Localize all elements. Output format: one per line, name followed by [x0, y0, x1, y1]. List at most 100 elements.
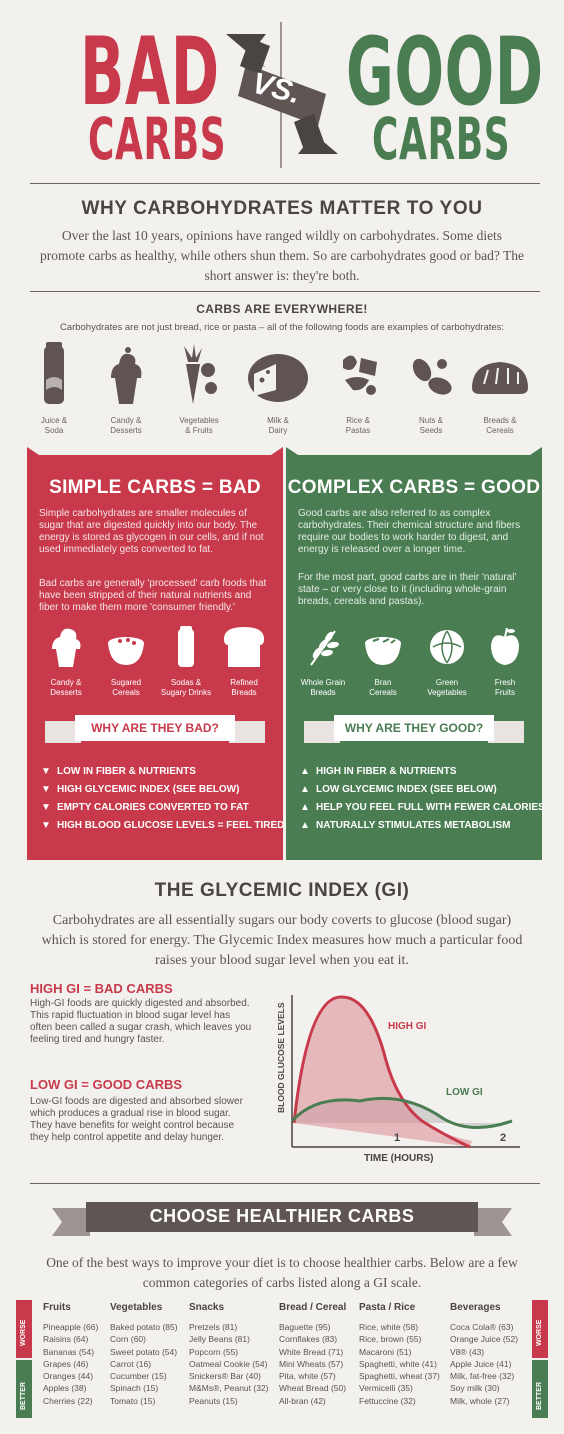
high-gi-title: HIGH GI = BAD CARBS	[30, 981, 173, 996]
list-item: Milk, whole (27)	[450, 1395, 510, 1406]
list-item: Cornflakes (83)	[279, 1334, 338, 1345]
food-rice-pastas: Rice & Pastas	[326, 340, 390, 436]
bad-title: BAD	[80, 18, 220, 127]
list-item: Milk, fat-free (32)	[450, 1371, 515, 1382]
list-item: Pineapple (66)	[43, 1322, 99, 1332]
list-item: ▼ HIGH BLOOD GLUCOSE LEVELS = FEEL TIRED	[41, 817, 284, 835]
good-title: GOOD	[346, 18, 544, 127]
list-item: Jelly Beans (81)	[189, 1334, 250, 1345]
list-item: Rice, brown (55)	[359, 1334, 422, 1345]
thumbs-down-icon: ▼	[41, 802, 51, 813]
list-item: Popcorn (55)	[189, 1346, 239, 1357]
list-item: Wheat Bread (50)	[279, 1383, 347, 1394]
list-item: Baked potato (85)	[110, 1322, 178, 1332]
list-item: ▲ NATURALLY STIMULATES METABOLISM	[300, 817, 540, 835]
bad-reasons-list: ▼ LOW IN FIBER & NUTRIENTS ▼ HIGH GLYCEMIC…	[41, 763, 284, 835]
high-gi-body: High-GI foods are quickly digested and a…	[30, 998, 252, 1045]
low-gi-label: LOW GI	[446, 1087, 483, 1098]
cupcake-icon	[52, 628, 81, 667]
list-item: Cherries (22)	[43, 1395, 93, 1406]
complex-p1: Good carbs are also referred to as compl…	[298, 508, 521, 555]
fresh-fruits-item: Fresh Fruits	[474, 625, 536, 698]
food-nuts-seeds: Nuts & Seeds	[399, 340, 463, 436]
simple-p1: Simple carbohydrates are smaller molecul…	[39, 508, 264, 555]
banner-tail	[304, 721, 340, 743]
food-label: Nuts & Seeds	[418, 416, 443, 435]
list-item: Bananas (54)	[43, 1346, 95, 1357]
vs-ribbon-icon	[226, 34, 338, 154]
sodas-sugary-drinks-item: Sodas & Sugary Drinks	[155, 625, 217, 698]
complex-p2: For the most part, good carbs are in the…	[298, 572, 517, 607]
gi-chart: HIGH GI LOW GI 1 2 TIME (HOURS) BLOOD GL…	[276, 995, 520, 1164]
why-bad-banner: WHY ARE THEY BAD?	[45, 715, 265, 743]
list-item: ▲ HELP YOU FEEL FULL WITH FEWER CALORIES	[300, 799, 545, 817]
high-gi-area	[294, 996, 472, 1147]
list-item: Spaghetti, wheat (37)	[359, 1371, 440, 1382]
list-item: Oatmeal Cookie (54)	[189, 1358, 268, 1369]
panel-notch	[286, 447, 542, 457]
food-vegetables-fruits: Vegetables & Fruits	[167, 340, 231, 436]
list-item: ▼ EMPTY CALORIES CONVERTED TO FAT	[41, 799, 281, 817]
column-bread-cereal: Bread / Cereal Baguette (95) Cornflakes …	[279, 1302, 369, 1407]
list-item: Orange Juice (52)	[450, 1334, 519, 1345]
cabbage-icon	[430, 630, 464, 664]
carrot-icon	[184, 344, 217, 404]
list-item: Apples (38)	[43, 1383, 87, 1394]
banner-bar	[334, 715, 494, 741]
header: BAD CARBS VS. GOOD CARBS	[0, 0, 564, 183]
why-title: WHY CARBOHYDRATES MATTER TO YOU	[81, 198, 483, 219]
list-item: Macaroni (51)	[359, 1346, 412, 1357]
list-item: M&Ms®, Peanut (32)	[189, 1383, 269, 1394]
panel-notch	[27, 447, 283, 457]
green-vegetables-item: Green Vegetables	[416, 625, 478, 698]
x-tick: 2	[500, 1132, 506, 1144]
list-item: ▲ LOW GLYCEMIC INDEX (SEE BELOW)	[300, 781, 540, 799]
low-gi-curve	[290, 1096, 513, 1130]
list-item: Snickers® Bar (40)	[189, 1371, 261, 1382]
list-item: Oranges (44)	[43, 1371, 94, 1382]
can-icon	[44, 342, 64, 404]
cereal-bowl-icon	[108, 637, 144, 665]
choose-title: CHOOSE HEALTHIER CARBS	[149, 1206, 415, 1226]
food-label: Breads & Cereals	[483, 416, 517, 435]
bread-slice-icon	[224, 627, 264, 667]
thumbs-down-icon: ▼	[41, 784, 51, 795]
food-label: Vegetables & Fruits	[179, 416, 219, 435]
low-gi-body: Low-GI foods are digested and absorbed s…	[30, 1096, 243, 1143]
column-vegetables: Vegetables Baked potato (85) Corn (60) S…	[110, 1302, 200, 1407]
divider	[30, 291, 540, 292]
list-item: White Bread (71)	[279, 1346, 344, 1357]
banner-bar	[75, 715, 235, 741]
bran-cereals-item: Bran Cereals	[352, 625, 414, 698]
list-item: All-bran (42)	[279, 1395, 326, 1406]
column-header: Bread / Cereal	[279, 1302, 347, 1313]
everywhere-body: Carbohydrates are not just bread, rice o…	[59, 322, 505, 333]
list-item: Raisins (64)	[43, 1334, 89, 1345]
x-tick: 1	[394, 1132, 400, 1144]
column-header: Pasta / Rice	[359, 1302, 416, 1313]
apple-icon	[491, 627, 519, 665]
cereal-bowl-icon	[365, 637, 401, 665]
thumbs-down-icon: ▼	[41, 820, 51, 831]
choose-banner	[52, 1202, 512, 1236]
thumbs-down-icon: ▼	[41, 766, 51, 777]
high-gi-label: HIGH GI	[388, 1021, 427, 1032]
candy-desserts-item: Candy & Desserts	[35, 625, 97, 698]
choose-body: One of the best ways to improve your die…	[46, 1255, 518, 1290]
column-header: Snacks	[189, 1302, 225, 1313]
column-header: Beverages	[450, 1302, 501, 1313]
column-snacks: Snacks Pretzels (81) Jelly Beans (81) Po…	[189, 1302, 279, 1407]
good-carbs-title: CARBS	[372, 105, 511, 173]
column-header: Fruits	[43, 1302, 71, 1313]
why-good-banner: WHY ARE THEY GOOD?	[304, 715, 524, 743]
why-body: Over the last 10 years, opinions have ra…	[40, 228, 524, 283]
simple-carbs-panel: SIMPLE CARBS = BAD Simple carbohydrates …	[27, 447, 284, 860]
bread-icon	[472, 362, 528, 394]
list-item: Tomato (15)	[110, 1395, 156, 1406]
list-item: Vermicelli (35)	[359, 1383, 413, 1394]
simple-title: SIMPLE CARBS = BAD	[49, 477, 261, 498]
list-item: Baguette (95)	[279, 1322, 331, 1332]
thumbs-up-icon: ▲	[300, 802, 310, 813]
list-item: ▼ LOW IN FIBER & NUTRIENTS	[41, 763, 281, 781]
thumbs-up-icon: ▲	[300, 820, 310, 831]
